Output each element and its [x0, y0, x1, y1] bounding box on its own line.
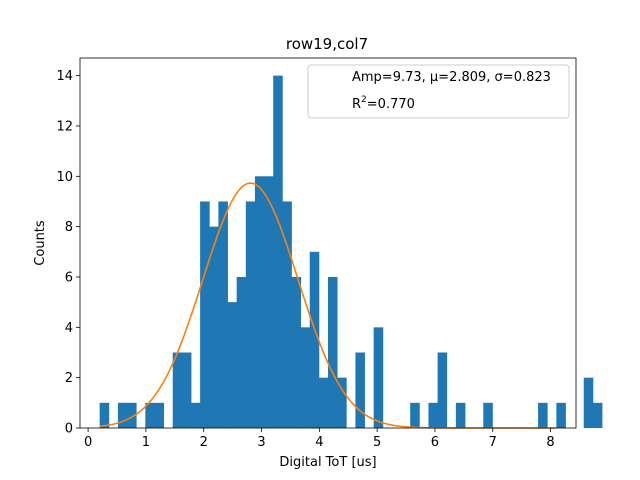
x-tick-label: 8 — [546, 435, 554, 450]
histogram-bar — [437, 352, 448, 428]
y-tick-label: 4 — [65, 321, 73, 336]
x-tick-label: 5 — [373, 435, 381, 450]
y-axis-title: Counts — [33, 220, 48, 266]
histogram-bar — [373, 327, 384, 428]
histogram-bar — [291, 276, 301, 428]
x-tick-label: 1 — [142, 435, 150, 450]
x-tick-label: 7 — [489, 435, 497, 450]
x-tick-label: 4 — [315, 435, 323, 450]
histogram-bar — [556, 402, 566, 428]
legend-r2-superscript: 2 — [361, 95, 367, 105]
histogram-bar — [337, 377, 347, 428]
histogram-bar — [127, 402, 137, 428]
x-tick-label: 3 — [257, 435, 265, 450]
histogram-bar — [318, 377, 329, 428]
histogram-bar — [538, 402, 548, 428]
histogram-bar — [300, 327, 311, 428]
plot-frame — [79, 57, 577, 429]
histogram-bar — [190, 402, 201, 428]
histogram-bar — [592, 402, 603, 428]
y-tick-label: 0 — [65, 422, 73, 437]
histogram-bar — [209, 226, 219, 428]
chart-title: row19,col7 — [286, 35, 368, 53]
y-tick-label: 8 — [65, 220, 73, 235]
histogram-bar — [227, 302, 238, 428]
histogram-bar — [309, 251, 320, 428]
x-axis-ticks: 0 1 2 3 4 5 6 7 8 — [84, 428, 555, 450]
x-tick-label: 0 — [84, 435, 92, 450]
y-tick-label: 14 — [56, 69, 73, 84]
histogram-bar — [328, 276, 338, 428]
histogram-bar — [172, 352, 183, 428]
y-tick-label: 2 — [65, 371, 73, 386]
histogram-bar — [355, 352, 365, 428]
histogram-bar — [483, 402, 493, 428]
x-tick-label: 2 — [200, 435, 208, 450]
histogram-bar — [236, 276, 247, 428]
histogram-bar — [254, 176, 265, 428]
histogram-bar — [245, 201, 256, 428]
histogram-bar — [410, 402, 420, 428]
histogram-bar — [145, 402, 155, 428]
x-axis-title: Digital ToT [us] — [279, 455, 376, 470]
legend-r2-value: =0.770 — [367, 97, 415, 112]
histogram-bar — [218, 201, 228, 428]
y-tick-label: 6 — [65, 270, 73, 285]
histogram-bar — [181, 352, 192, 428]
y-axis-ticks: 0 2 4 6 8 10 12 14 — [56, 69, 80, 437]
y-tick-label: 10 — [56, 170, 73, 185]
histogram-bar — [273, 75, 283, 428]
histogram-bar — [264, 176, 274, 428]
legend: Amp=9.73, μ=2.809, σ=0.823 R2=0.770 — [307, 64, 570, 119]
legend-fit-params: Amp=9.73, μ=2.809, σ=0.823 — [352, 70, 551, 85]
histogram-bar — [117, 402, 128, 428]
histogram-bar — [282, 201, 292, 428]
legend-r-squared: R2=0.770 — [352, 95, 415, 112]
histogram-bar — [154, 402, 164, 428]
histogram-bar — [99, 402, 110, 428]
histogram-bar — [200, 201, 210, 428]
histogram-bar — [428, 402, 439, 428]
y-tick-label: 12 — [56, 119, 73, 134]
histogram-bar — [455, 402, 466, 428]
legend-box — [307, 64, 570, 119]
histogram-bars — [99, 75, 603, 428]
x-tick-label: 6 — [431, 435, 439, 450]
legend-r2-prefix: R — [352, 97, 361, 112]
histogram-bar — [583, 377, 594, 428]
